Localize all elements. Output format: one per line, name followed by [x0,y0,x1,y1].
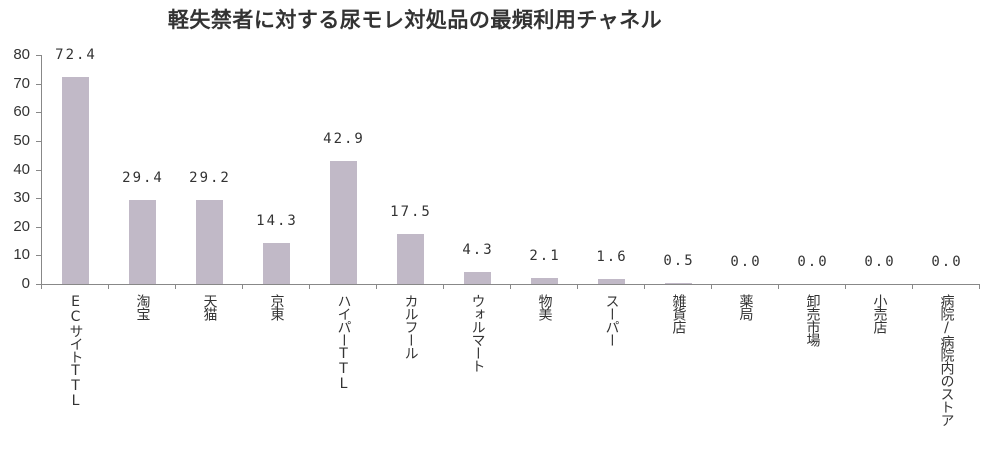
x-tick-mark [510,284,511,289]
x-tick-mark [309,284,310,289]
y-tick-label: 70 [13,74,30,92]
y-tick-mark [36,83,41,85]
value-label: 42.9 [323,131,365,148]
value-label: 2.1 [529,247,561,264]
bar [61,76,89,284]
value-label: 4.3 [462,241,494,258]
category-label: 京東 [268,294,285,320]
bar [530,277,558,284]
value-label: 0.0 [931,254,963,270]
x-tick-mark [242,284,243,289]
value-label: 0.5 [663,252,695,269]
category-label: 病院/病院内のストア [938,294,955,426]
y-tick-mark [36,284,41,285]
value-label: 29.2 [189,170,231,187]
x-tick-mark [41,284,42,289]
y-tick-mark [36,169,41,171]
value-label: 72.4 [55,46,97,63]
y-axis [41,55,42,285]
category-label: 天猫 [201,294,218,320]
x-tick-mark [644,284,645,289]
y-tick-mark [36,55,41,56]
x-tick-mark [912,284,913,289]
x-tick-mark [711,284,712,289]
x-tick-mark [108,284,109,289]
y-tick-mark [36,198,41,200]
category-label: スーパー [603,294,620,346]
x-tick-mark [577,284,578,289]
bar [463,271,491,284]
bar [195,200,223,284]
y-tick-label: 30 [13,189,30,207]
y-tick-mark [36,255,41,257]
value-label: 1.6 [596,249,628,266]
bar [396,233,424,284]
category-label: ウォルマート [469,294,486,372]
x-tick-mark [845,284,846,289]
category-label: 卸売市場 [804,294,821,346]
value-label: 29.4 [122,169,164,186]
bar [664,282,692,284]
y-tick-label: 10 [13,246,30,264]
chart-title: 軽失禁者に対する尿モレ対処品の最頻利用チャネル [167,8,663,32]
y-tick-mark [36,140,41,142]
x-tick-mark [979,284,980,289]
x-tick-mark [175,284,176,289]
bar [262,243,290,284]
y-tick-label: 20 [13,217,30,235]
category-label: カルフール [402,294,419,359]
value-label: 14.3 [256,213,298,230]
value-label: 0.0 [797,254,829,270]
x-tick-mark [376,284,377,289]
y-tick-label: 80 [13,46,30,63]
bar [128,199,156,284]
category-label: 淘宝 [134,294,151,320]
x-tick-mark [443,284,444,289]
category-label: 小売店 [871,294,888,333]
category-label: 薬局 [737,294,754,320]
bar [329,161,357,284]
category-label: ハイパーTTL [335,294,352,391]
y-tick-mark [36,226,41,228]
category-label: 物美 [536,294,553,320]
value-label: 0.0 [864,254,896,270]
y-tick-mark [36,112,41,114]
category-label: 雑貨店 [670,294,687,333]
value-label: 17.5 [390,203,432,220]
x-tick-mark [778,284,779,289]
bar [597,279,625,284]
y-tick-label: 40 [13,160,30,178]
y-tick-label: 0 [21,275,30,292]
y-tick-label: 60 [13,103,30,121]
y-tick-label: 50 [13,131,30,149]
value-label: 0.0 [730,254,762,270]
category-label: ECサイトTTL [67,294,84,408]
